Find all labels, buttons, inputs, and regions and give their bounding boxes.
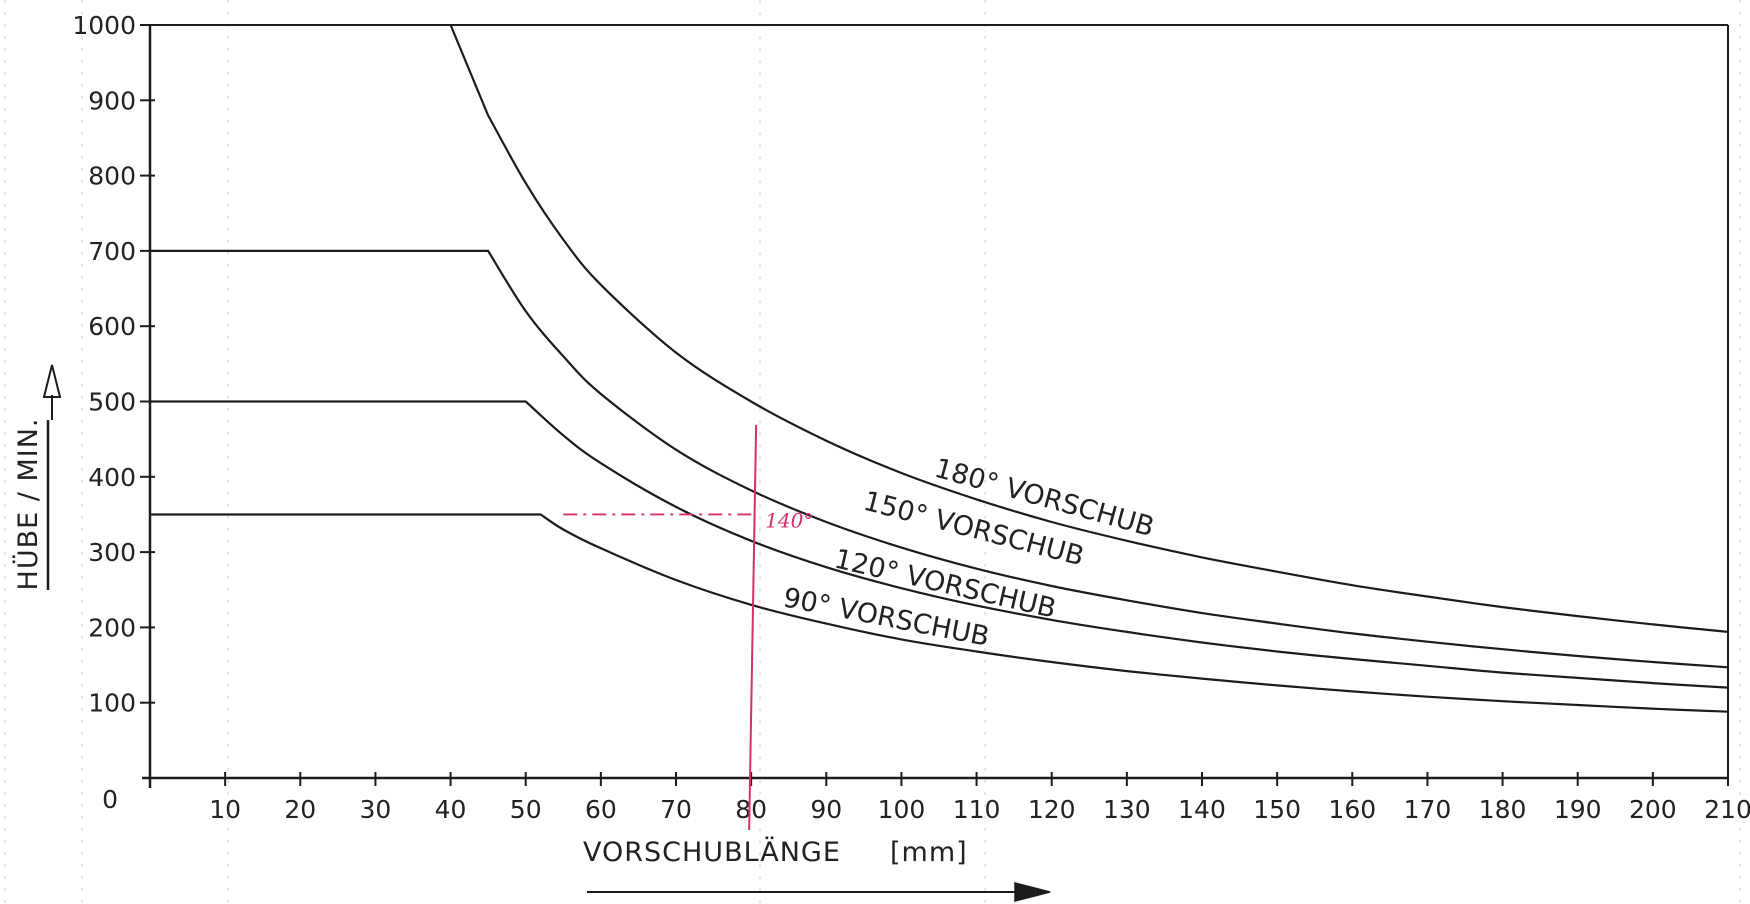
x-tick-label: 130	[1103, 795, 1151, 824]
x-tick-label: 50	[510, 795, 542, 824]
y-tick-label: 900	[88, 86, 136, 115]
x-tick-label: 150	[1253, 795, 1301, 824]
annotation-vertical-line	[748, 424, 758, 831]
x-axis-unit: [mm]	[890, 837, 968, 868]
series-line-3	[150, 400, 1729, 689]
y-tick-label: 700	[88, 237, 136, 266]
y-tick-label: 200	[88, 613, 136, 642]
x-tick-label: 120	[1028, 795, 1076, 824]
series-line-2	[150, 249, 1729, 669]
x-axis-title: VORSCHUBLÄNGE	[583, 836, 841, 868]
y-tick-label: 1000	[72, 11, 136, 40]
x-tick-label: 140	[1178, 795, 1226, 824]
x-tick-label: 210	[1704, 795, 1750, 824]
annotation-label: 140°	[765, 508, 813, 532]
arrow-right-icon	[587, 882, 1051, 902]
y-axis-title: HÜBE / MIN.	[12, 418, 44, 591]
y-tick-label: 600	[88, 312, 136, 341]
series-lines	[150, 24, 1729, 713]
x-tick-label: 90	[810, 795, 842, 824]
x-tick-label: 100	[878, 795, 926, 824]
y-tick-label: 300	[88, 538, 136, 567]
x-tick-label: 180	[1479, 795, 1527, 824]
x-tick-label: 20	[284, 795, 316, 824]
x-tick-label: 200	[1629, 795, 1677, 824]
series-line-4	[150, 513, 1729, 713]
x-tick-label: 10	[209, 795, 241, 824]
y-tick-label: 400	[88, 463, 136, 492]
x-tick-label: 60	[585, 795, 617, 824]
series-line-1	[449, 24, 1729, 633]
x-tick-label: 190	[1554, 795, 1602, 824]
x-tick-label: 40	[435, 795, 467, 824]
y-tick-label: 500	[88, 388, 136, 417]
y-tick-label: 0	[102, 785, 118, 814]
y-tick-label: 800	[88, 162, 136, 191]
x-tick-label: 70	[660, 795, 692, 824]
x-tick-label: 110	[953, 795, 1001, 824]
y-tick-label: 100	[88, 689, 136, 718]
annotation-layer: 140°	[563, 424, 813, 831]
x-axis-ticks: 10 20 30 40 50 60 70 80 90 100 110 120 130 140 150 160 1…	[209, 772, 1750, 824]
x-tick-label: 160	[1328, 795, 1376, 824]
scan-guides	[4, 0, 1741, 904]
arrow-up-icon	[42, 364, 62, 420]
x-tick-label: 30	[360, 795, 392, 824]
y-axis-ticks: 0 100 200 300 400 500 600 700 800 900 1000	[72, 11, 155, 814]
axes	[142, 24, 1729, 788]
x-tick-label: 170	[1404, 795, 1452, 824]
x-tick-label: 80	[735, 795, 767, 824]
